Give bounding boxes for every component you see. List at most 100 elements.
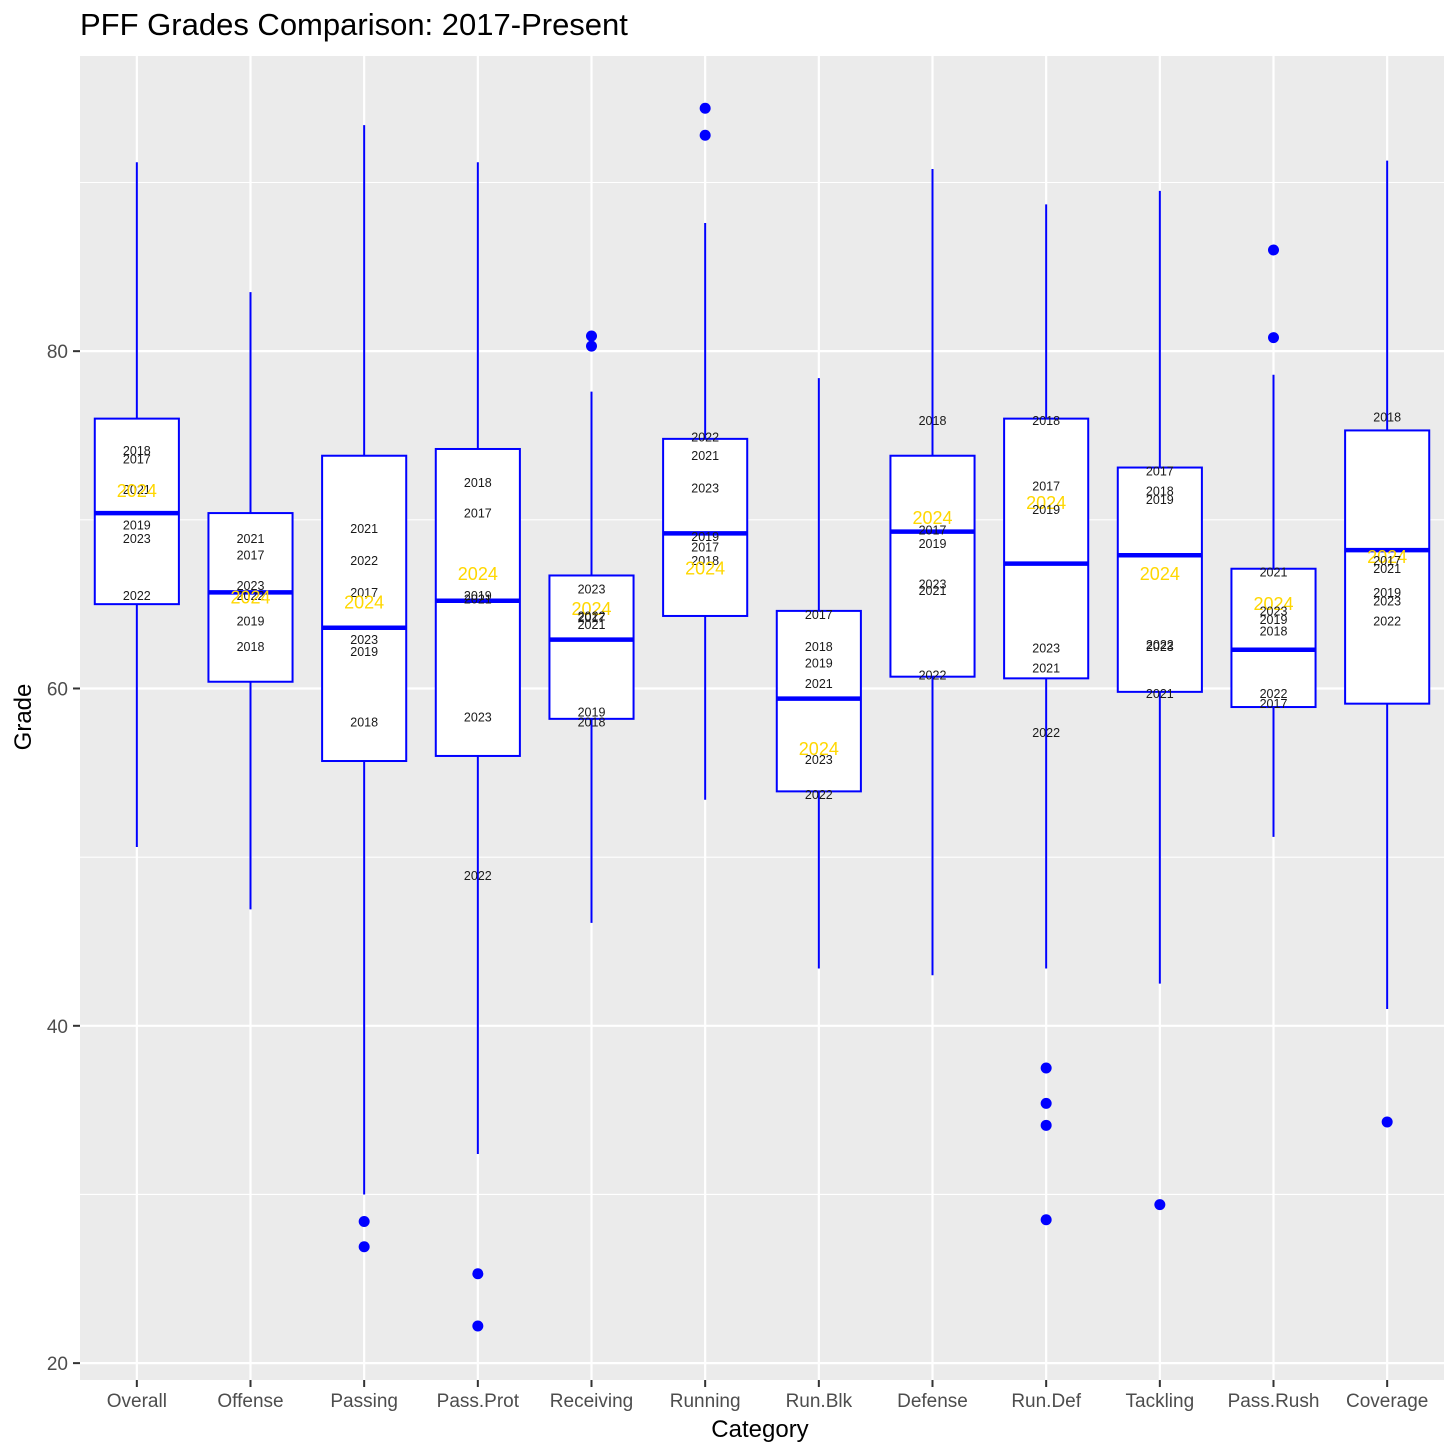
year-label: 2023 [691, 481, 719, 495]
year-label: 2021 [1260, 566, 1288, 580]
year-label: 2018 [578, 716, 606, 730]
outlier-point [699, 102, 711, 114]
y-tick-label: 20 [47, 1354, 68, 1375]
year-label: 2023 [1373, 594, 1401, 608]
year-label-highlight: 2024 [571, 599, 611, 619]
year-label-highlight: 2024 [799, 739, 839, 759]
year-label: 2019 [350, 645, 378, 659]
year-label: 2017 [919, 523, 947, 537]
outlier-point [358, 1241, 370, 1253]
year-label-highlight: 2024 [685, 559, 725, 579]
year-label: 2017 [350, 586, 378, 600]
year-label: 2018 [1032, 414, 1060, 428]
year-label-highlight: 2024 [230, 587, 270, 607]
year-label: 2022 [805, 788, 833, 802]
x-tick-label: Coverage [1346, 1391, 1428, 1412]
year-label: 2019 [237, 615, 265, 629]
year-label: 2023 [464, 711, 492, 725]
year-label: 2023 [1032, 642, 1060, 656]
year-label: 2022 [578, 609, 606, 623]
year-label: 2019 [805, 657, 833, 671]
year-label: 2022 [919, 668, 947, 682]
year-label: 2023 [1146, 640, 1174, 654]
year-label: 2019 [123, 518, 151, 532]
axis-ticks: 20 40 60 80 Overall Offense Passing Pass.Prot Re… [47, 342, 1429, 1412]
year-label: 2023 [805, 753, 833, 767]
year-label: 2018 [464, 476, 492, 490]
year-label: 2021 [1146, 687, 1174, 701]
year-label: 2017 [1373, 554, 1401, 568]
year-label: 2018 [691, 554, 719, 568]
year-label: 2021 [1373, 562, 1401, 576]
year-label: 2021 [350, 522, 378, 536]
outlier-point [1381, 1116, 1393, 1128]
year-label: 2018 [1260, 625, 1288, 639]
year-label: 2019 [691, 530, 719, 544]
y-tick-label: 40 [47, 1017, 68, 1038]
x-tick-label: Pass.Prot [437, 1391, 520, 1412]
year-label: 2018 [1146, 485, 1174, 499]
year-label-highlight: 2024 [912, 508, 952, 528]
outlier-point [1040, 1062, 1052, 1074]
year-label-highlight: 2024 [1140, 564, 1180, 584]
year-label: 2017 [1032, 480, 1060, 494]
year-label: 2021 [464, 593, 492, 607]
year-label: 2023 [237, 579, 265, 593]
year-label: 2019 [1032, 503, 1060, 517]
year-label: 2022 [1032, 726, 1060, 740]
box-iqr [207, 512, 294, 683]
year-label: 2023 [1260, 604, 1288, 618]
year-label: 2019 [578, 706, 606, 720]
year-label-highlight: 2024 [458, 564, 498, 584]
outlier-point [1040, 1097, 1052, 1109]
box-iqr [662, 437, 749, 617]
year-label: 2019 [1260, 613, 1288, 627]
year-label-highlight: 2024 [1367, 547, 1407, 567]
year-label: 2022 [1260, 687, 1288, 701]
year-label: 2018 [1373, 410, 1401, 424]
box-series: 2018201720212024201920232022202120172023… [93, 102, 1431, 1332]
year-label: 2022 [237, 589, 265, 603]
box-iqr [889, 454, 976, 678]
box-iqr [1003, 417, 1090, 680]
y-axis-title: Grade [10, 684, 37, 751]
x-tick-label: Overall [107, 1391, 167, 1412]
year-label: 2017 [691, 540, 719, 554]
year-label: 2018 [237, 640, 265, 654]
x-tick-label: Running [670, 1391, 741, 1412]
year-label-highlight: 2024 [1026, 493, 1066, 513]
year-label: 2021 [805, 677, 833, 691]
year-label: 2021 [691, 449, 719, 463]
year-label: 2021 [237, 532, 265, 546]
outlier-point [1268, 244, 1279, 256]
year-label: 2021 [919, 584, 947, 598]
year-label: 2023 [350, 633, 378, 647]
x-tick-label: Receiving [550, 1391, 633, 1412]
year-label: 2017 [123, 453, 151, 467]
year-label: 2022 [464, 869, 492, 883]
year-label: 2019 [1373, 586, 1401, 600]
year-label: 2021 [1032, 662, 1060, 676]
y-tick-label: 60 [47, 679, 68, 700]
year-label: 2023 [123, 532, 151, 546]
year-label: 2022 [123, 589, 151, 603]
outlier-point [1040, 1119, 1052, 1131]
year-label: 2019 [464, 589, 492, 603]
box-iqr [1116, 466, 1203, 693]
x-tick-label: Run.Blk [786, 1391, 853, 1412]
box-iqr [548, 574, 635, 720]
x-tick-label: Offense [217, 1391, 283, 1412]
outlier-point [1154, 1199, 1166, 1211]
year-label: 2017 [237, 549, 265, 563]
box-iqr [321, 454, 408, 763]
year-label: 2023 [919, 577, 947, 591]
year-label: 2017 [1146, 464, 1174, 478]
year-label-highlight: 2024 [117, 481, 157, 501]
